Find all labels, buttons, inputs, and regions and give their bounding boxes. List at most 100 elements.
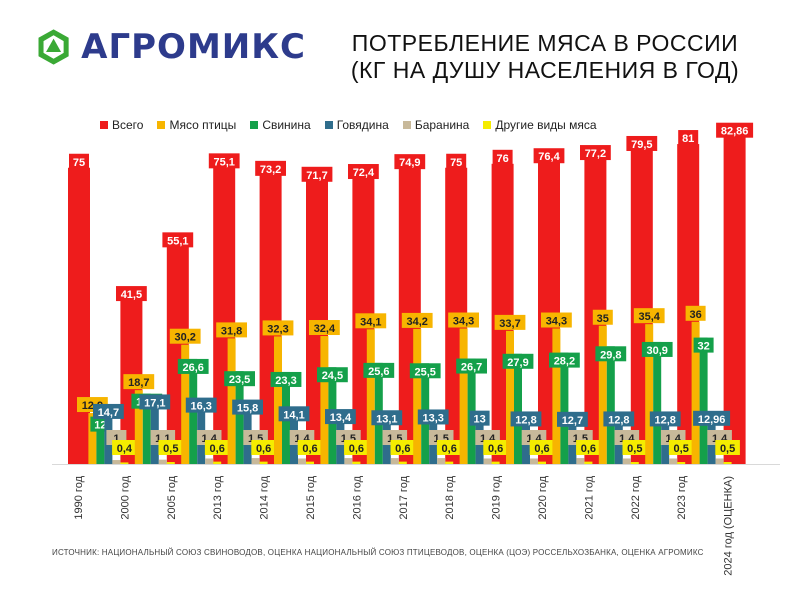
data-label-bg <box>371 410 403 426</box>
data-label: 32,4 <box>314 323 336 335</box>
bar <box>158 459 167 464</box>
data-label-bg <box>678 130 699 146</box>
data-label: 55,1 <box>167 235 188 247</box>
legend-label: Баранина <box>414 118 470 132</box>
data-label: 26,7 <box>461 362 482 374</box>
data-label: 13,1 <box>376 413 397 425</box>
data-label-bg <box>626 135 658 151</box>
bar <box>506 330 514 464</box>
bar <box>96 416 105 464</box>
bar <box>306 461 314 464</box>
data-label-bg <box>533 148 565 164</box>
data-label: 12,8 <box>608 414 629 426</box>
data-label: 0,6 <box>302 443 317 455</box>
chart-title: ПОТРЕБЛЕНИЕ МЯСА В РОССИИ (КГ НА ДУШУ НА… <box>330 30 760 84</box>
data-label: 30,2 <box>174 332 195 344</box>
data-label-bg <box>251 440 276 455</box>
data-label: 15,8 <box>237 403 258 415</box>
data-label: 76 <box>496 153 508 165</box>
data-label-bg <box>309 320 340 336</box>
data-label-bg <box>693 410 731 426</box>
data-label-bg <box>344 440 369 455</box>
data-label-bg <box>139 394 171 410</box>
data-label: 76,4 <box>538 151 560 163</box>
data-label-bg <box>216 322 247 338</box>
bar <box>530 458 538 464</box>
bar <box>622 458 631 464</box>
data-label-bg <box>262 320 294 336</box>
bar <box>699 337 708 464</box>
bar <box>352 461 361 464</box>
data-label-bg <box>123 374 155 390</box>
data-label: 23,3 <box>275 375 296 387</box>
data-label-bg <box>185 397 217 413</box>
x-tick-label: 2023 год <box>676 475 688 519</box>
bar <box>723 462 732 464</box>
data-label: 25,6 <box>368 366 389 378</box>
data-label-bg <box>297 440 323 455</box>
data-label-bg <box>355 313 387 329</box>
brand-name: АГРОМИКС <box>81 27 306 67</box>
data-label: 14,7 <box>98 407 119 419</box>
bar <box>560 352 569 464</box>
data-label-bg <box>494 314 526 330</box>
data-label: 0,4 <box>117 443 133 455</box>
data-label: 34,3 <box>546 316 567 328</box>
data-label: 34,2 <box>406 316 427 328</box>
data-label-bg <box>325 409 356 425</box>
data-label-bg <box>177 358 209 374</box>
legend-item: Говядина <box>324 118 389 132</box>
data-label: 75 <box>450 157 462 169</box>
data-label: 0,6 <box>581 443 596 455</box>
data-label-bg <box>633 308 665 324</box>
data-label-bg <box>446 153 467 169</box>
bar <box>235 371 244 464</box>
data-label-bg <box>492 149 513 165</box>
data-label-bg <box>456 358 487 374</box>
x-tick-label: 2018 год <box>444 475 456 519</box>
data-label: 26,6 <box>182 362 203 374</box>
data-label-bg <box>401 312 433 328</box>
data-label: 0,6 <box>256 443 271 455</box>
data-label-bg <box>622 440 648 455</box>
x-tick-label: 2014 год <box>259 475 271 519</box>
x-tick-label: 2017 год <box>398 475 410 519</box>
bar <box>715 458 724 464</box>
data-label: 0,6 <box>210 443 225 455</box>
data-label: 36 <box>689 309 701 321</box>
data-label: 41,5 <box>121 289 142 301</box>
data-label: 74,9 <box>399 157 420 169</box>
data-label-bg <box>278 406 310 422</box>
data-label: 34,1 <box>360 316 381 328</box>
data-label: 18,7 <box>128 377 149 389</box>
legend-swatch <box>250 121 259 129</box>
data-label: 35,4 <box>638 311 660 323</box>
data-label: 79,5 <box>631 139 652 151</box>
data-label-bg <box>685 305 706 321</box>
data-label-bg <box>232 399 263 415</box>
bar <box>677 462 686 464</box>
data-label: 81 <box>682 133 694 145</box>
data-label: 0,6 <box>349 443 364 455</box>
data-label: 0,5 <box>720 443 735 455</box>
data-label: 24,5 <box>322 370 343 382</box>
data-label: 33,7 <box>499 318 520 330</box>
bar <box>298 458 306 464</box>
legend-swatch <box>324 121 333 129</box>
data-label-bg <box>649 411 681 427</box>
x-tick-label: 2022 год <box>630 475 642 519</box>
data-label: 12,7 <box>562 415 583 427</box>
data-label: 14,1 <box>283 409 304 421</box>
bar <box>413 328 422 464</box>
bar <box>552 328 561 464</box>
data-label: 73,2 <box>260 164 281 176</box>
legend-swatch <box>100 121 108 129</box>
bar <box>645 324 654 464</box>
data-label: 0,6 <box>534 443 549 455</box>
bar <box>251 458 260 464</box>
data-label-bg <box>541 312 572 328</box>
data-label-bg <box>162 232 194 248</box>
legend-label: Говядина <box>336 118 389 132</box>
data-label-bg <box>116 286 147 302</box>
bar <box>142 393 151 464</box>
